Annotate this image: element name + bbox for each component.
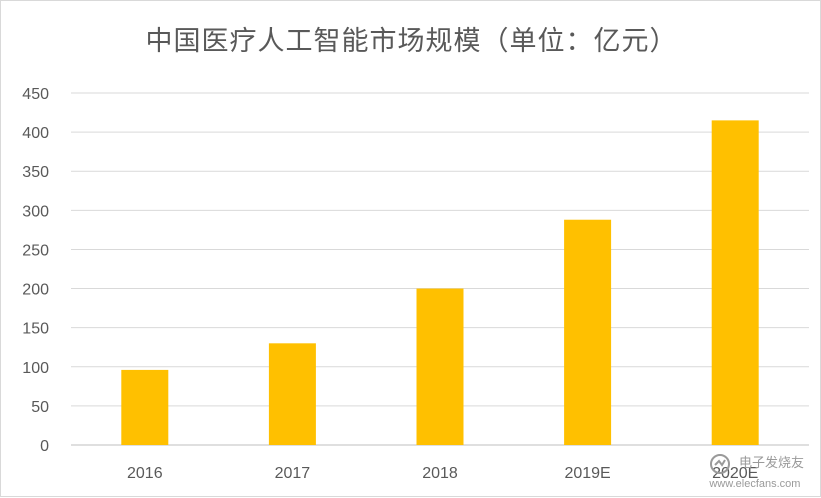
bars	[121, 120, 759, 445]
y-tick-label: 300	[22, 203, 49, 220]
y-axis-ticks: 0 50 100 150 200 250 300 350 400 450	[22, 86, 49, 455]
bar-2020E	[711, 120, 759, 445]
bar-2017	[268, 343, 316, 445]
watermark-text: 电子发烧友	[738, 455, 804, 471]
y-tick-label: 50	[31, 399, 49, 416]
y-tick-label: 250	[22, 242, 49, 259]
logo-icon	[710, 454, 731, 474]
watermark: 电子发烧友 www.elecfans.com	[709, 452, 804, 490]
y-tick-label: 200	[22, 282, 49, 299]
bar-2018	[416, 288, 464, 445]
x-tick-label: 2020E	[712, 465, 758, 482]
x-tick-label: 2019E	[564, 465, 610, 482]
x-tick-label: 2017	[275, 465, 311, 482]
bar-2019E	[564, 219, 612, 445]
watermark-url: www.elecfans.com	[709, 478, 801, 490]
y-tick-label: 400	[22, 125, 49, 142]
y-tick-label: 450	[22, 86, 49, 103]
x-tick-label: 2018	[422, 465, 458, 482]
x-tick-label: 2016	[127, 465, 163, 482]
x-axis-ticks: 2016 2017 2018 2019E 2020E	[127, 465, 758, 482]
y-tick-label: 100	[22, 360, 49, 377]
bar-2016	[121, 369, 169, 445]
y-tick-label: 0	[40, 438, 49, 455]
chart-title: 中国医疗人工智能市场规模（单位：亿元）	[145, 26, 678, 57]
y-tick-label: 350	[22, 164, 49, 181]
y-tick-label: 150	[22, 321, 49, 338]
